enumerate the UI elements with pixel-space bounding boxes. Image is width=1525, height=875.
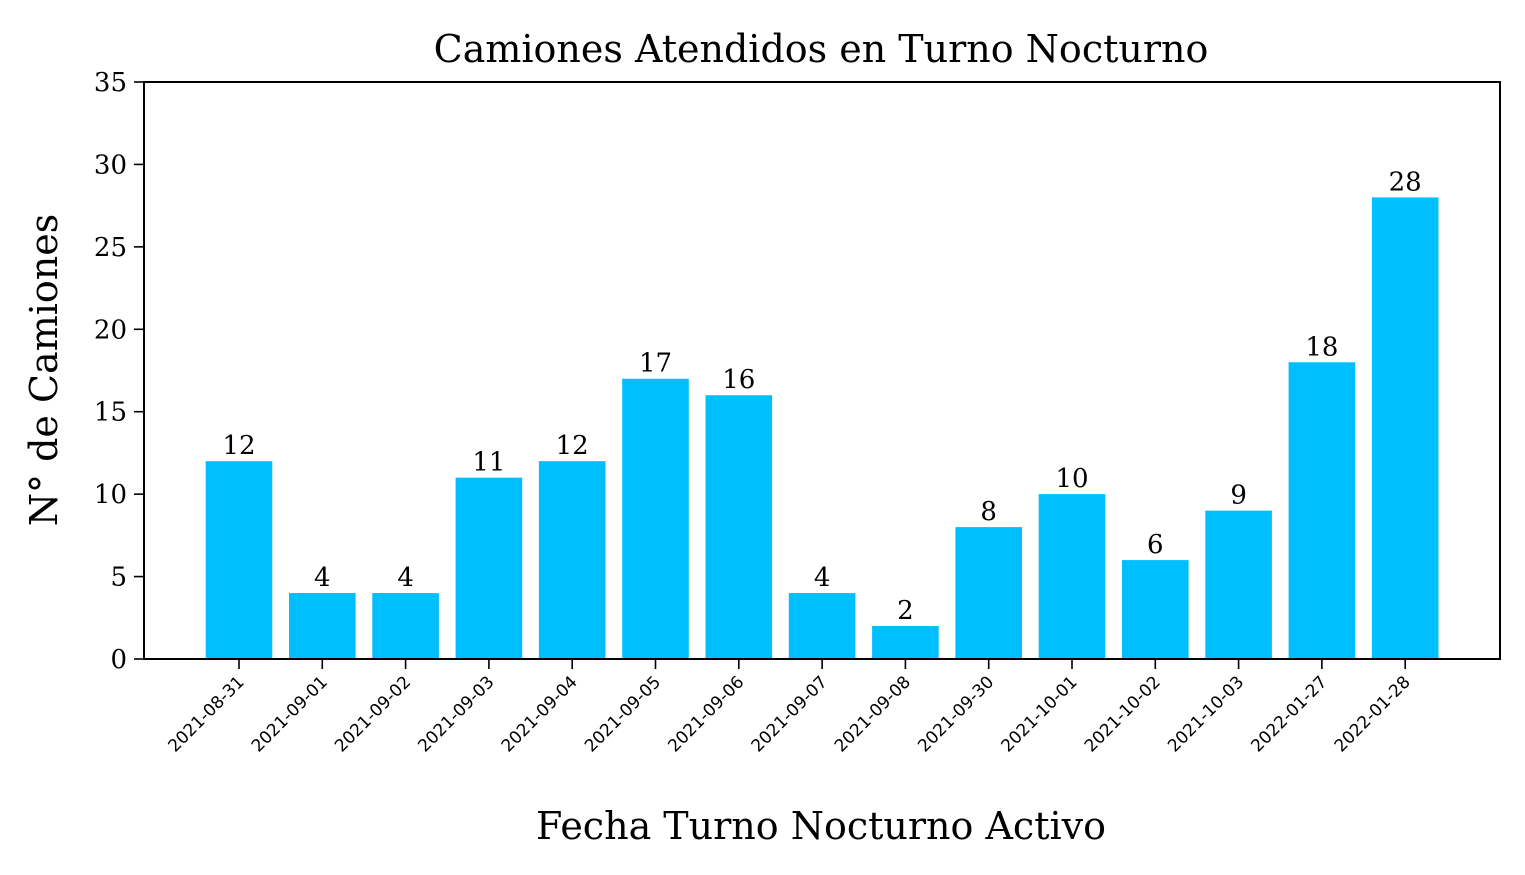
data-label-2021-09-01: 4 [314,563,331,593]
bar-2021-10-03 [1205,510,1272,659]
x-tick-label-2021-10-02: 2021-10-02 [1081,672,1165,756]
bar-2021-10-01 [1038,494,1106,659]
x-tick-label-2021-10-03: 2021-10-03 [1164,672,1248,756]
bar-2021-08-31 [205,461,273,659]
x-tick-labels: 2021-08-31 2021-09-01 2021-09-02 2021-09-03… [165,672,1415,756]
x-tick-label-2021-09-02: 2021-09-02 [331,672,415,756]
bar-2021-09-02 [372,593,439,659]
y-tick-labels: 0 5 10 15 20 25 30 35 [94,68,127,675]
y-tick-label-15: 15 [94,398,127,428]
bar-2022-01-28 [1371,197,1439,659]
data-label-2021-10-02: 6 [1147,530,1164,560]
data-label-2021-09-30: 8 [980,497,997,527]
x-tick-label-2021-09-05: 2021-09-05 [581,672,665,756]
data-label-2022-01-28: 28 [1389,167,1422,197]
x-tick-label-2021-09-30: 2021-09-30 [914,672,998,756]
x-tick-label-2021-09-04: 2021-09-04 [498,672,582,756]
data-label-2021-09-05: 17 [639,349,672,379]
y-tick-label-0: 0 [110,645,127,675]
bar-2021-10-02 [1122,560,1189,659]
bar-2022-01-27 [1288,362,1356,659]
bar-2021-09-30 [955,527,1022,659]
y-tick-label-10: 10 [94,480,127,510]
data-label-2021-09-06: 16 [722,365,755,395]
y-tick-label-20: 20 [94,315,127,345]
x-tick-label-2021-09-03: 2021-09-03 [414,672,498,756]
bar-2021-09-08 [872,626,939,659]
x-tick-label-2021-10-01: 2021-10-01 [998,672,1082,756]
y-tick-label-30: 30 [94,150,127,180]
data-label-2021-09-02: 4 [397,563,414,593]
x-tick-label-2021-09-08: 2021-09-08 [831,672,915,756]
bar-2021-09-01 [289,593,356,659]
x-tick-label-2022-01-28: 2022-01-28 [1331,672,1415,756]
axis-ticks [134,81,1406,669]
y-tick-label-5: 5 [110,563,127,593]
data-label-2021-08-31: 12 [222,431,255,461]
bar-2021-09-03 [455,477,523,659]
x-tick-label-2021-08-31: 2021-08-31 [165,672,249,756]
bar-2021-09-06 [705,395,773,659]
x-tick-label-2021-09-06: 2021-09-06 [664,672,748,756]
data-label-2021-10-03: 9 [1230,481,1247,511]
bar-2021-09-04 [538,461,606,659]
x-axis-label: Fecha Turno Nocturno Activo [536,804,1106,848]
data-label-2021-09-04: 12 [556,431,589,461]
data-label-2021-10-01: 10 [1055,464,1088,494]
y-axis-label: N° de Camiones [22,214,66,526]
bar-2021-09-05 [622,378,689,659]
y-tick-label-35: 35 [94,68,127,98]
data-label-2021-09-07: 4 [814,563,831,593]
x-tick-label-2021-09-07: 2021-09-07 [748,672,832,756]
bar-2021-09-07 [788,593,856,659]
chart-title: Camiones Atendidos en Turno Nocturno [434,27,1209,71]
data-label-2021-09-03: 11 [472,448,505,478]
y-tick-label-25: 25 [94,233,127,263]
x-tick-label-2021-09-01: 2021-09-01 [248,672,332,756]
plot-frame [143,81,1501,660]
x-tick-label-2022-01-27: 2022-01-27 [1247,672,1331,756]
data-label-2022-01-27: 18 [1305,332,1338,362]
data-label-2021-09-08: 2 [897,596,914,626]
